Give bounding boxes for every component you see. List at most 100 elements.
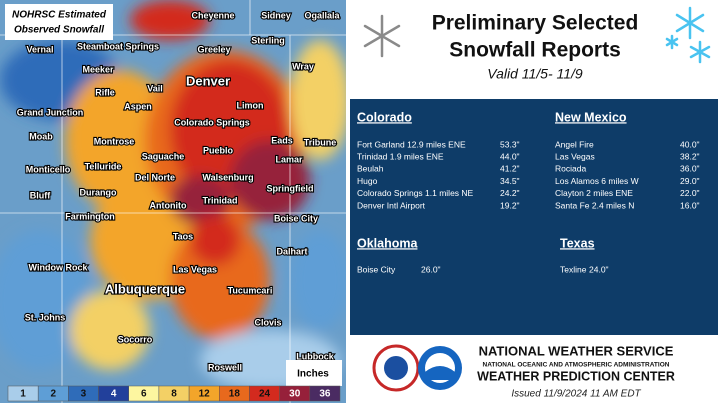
city-label: Aspen [124, 101, 152, 111]
city-label: Sidney [261, 10, 291, 20]
report-amount: 40.0" [680, 139, 700, 149]
city-label: Farmington [65, 211, 115, 221]
legend-label: 18 [229, 389, 241, 400]
snowflake-icon [665, 6, 711, 64]
report-amount: 24.0" [589, 264, 609, 274]
report-location: Trinidad 1.9 miles ENE [357, 151, 444, 161]
city-label: Socorro [118, 334, 153, 344]
report-location: Denver Intl Airport [357, 200, 426, 210]
state-heading: New Mexico [555, 110, 627, 124]
report-amount: 38.2" [680, 151, 700, 161]
city-label: Meeker [82, 64, 114, 74]
panel-title: Snowfall Reports [449, 39, 621, 62]
legend-label: 24 [259, 389, 271, 400]
report-location: Fort Garland 12.9 miles ENE [357, 139, 466, 149]
report-location: Angel Fire [555, 139, 594, 149]
report-amount: 26.0" [421, 264, 441, 274]
report-amount: 29.0" [680, 176, 700, 186]
report-location: Texline [560, 264, 587, 274]
legend-label: 3 [81, 389, 87, 400]
city-label: Lamar [275, 154, 303, 164]
city-label: Dalhart [276, 246, 307, 256]
panel-subtitle: Valid 11/5- 11/9 [487, 66, 583, 82]
legend-label: 30 [289, 389, 301, 400]
legend-unit: Inches [297, 369, 329, 380]
city-label: Albuquerque [105, 281, 185, 296]
issued: Issued 11/9/2024 11 AM EDT [511, 389, 641, 400]
legend-swatch [309, 385, 341, 402]
legend-label: 2 [50, 389, 56, 400]
report-amount: 19.2" [500, 200, 520, 210]
city-label: Antonito [150, 200, 187, 210]
city-label: Limon [237, 100, 264, 110]
state-heading: Colorado [357, 110, 412, 124]
legend-label: 4 [111, 389, 117, 400]
city-label: Moab [29, 131, 53, 141]
report-amount: 41.2" [500, 164, 520, 174]
report-location: Boise City [357, 264, 396, 274]
city-label: Colorado Springs [174, 117, 250, 127]
city-label: Trinidad [202, 195, 237, 205]
city-label: Bluff [30, 190, 51, 200]
city-label: Springfield [267, 183, 314, 193]
city-label: Tucumcari [228, 285, 273, 295]
legend-label: 36 [319, 389, 331, 400]
city-label: Lubbock [296, 351, 334, 361]
report-amount: 16.0" [680, 200, 700, 210]
city-label: Durango [80, 187, 118, 197]
city-label: Cheyenne [191, 10, 234, 20]
city-label: Sterling [251, 35, 285, 45]
snowflake-icon [363, 14, 401, 58]
report-location: Hugo [357, 176, 378, 186]
report-amount: 44.0" [500, 151, 520, 161]
city-label: Walsenburg [202, 172, 253, 182]
map-title-box [5, 4, 113, 40]
report-location: Los Alamos 6 miles W [555, 176, 639, 186]
state-heading: Texas [560, 236, 595, 250]
city-label: Pueblo [203, 145, 234, 155]
city-label: Saguache [142, 151, 185, 161]
report-amount: 22.0" [680, 188, 700, 198]
city-label: Telluride [85, 161, 122, 171]
legend-label: 8 [171, 389, 177, 400]
map-title: NOHRSC Estimated [12, 10, 107, 21]
snowfall-map [0, 0, 346, 403]
city-label: Window Rock [29, 262, 89, 272]
report-location: Rociada [555, 164, 586, 174]
city-label: Taos [173, 231, 193, 241]
state-heading: Oklahoma [357, 236, 418, 250]
map-title: Observed Snowfall [14, 25, 104, 36]
city-label: Las Vegas [173, 264, 217, 274]
city-label: St. Johns [25, 312, 66, 322]
legend-label: 6 [141, 389, 147, 400]
reports-box [350, 99, 718, 335]
report-amount: 24.2" [500, 188, 520, 198]
report-location: Colorado Springs 1.1 miles NE [357, 188, 474, 198]
city-label: Vail [147, 83, 163, 93]
legend-label: 12 [199, 389, 211, 400]
city-label: Clovis [254, 317, 281, 327]
agency: NATIONAL WEATHER SERVICE [479, 343, 674, 358]
city-label: Monticello [26, 164, 71, 174]
city-label: Rifle [95, 87, 115, 97]
city-label: Boise City [274, 213, 318, 223]
legend-unit-box [286, 360, 342, 386]
city-label: Eads [271, 135, 293, 145]
city-label: Roswell [208, 362, 242, 372]
city-label: Wray [292, 61, 314, 71]
city-label: Montrose [94, 136, 135, 146]
city-label: Denver [186, 73, 230, 88]
city-label: Steamboat Springs [77, 41, 159, 51]
city-label: Ogallala [304, 10, 340, 20]
city-label: Tribune [304, 137, 337, 147]
report-location: Clayton 2 miles ENE [555, 188, 633, 198]
panel-title: Preliminary Selected [432, 12, 639, 35]
report-location: Beulah [357, 164, 384, 174]
city-label: Greeley [197, 44, 230, 54]
city-label: Vernal [26, 44, 53, 54]
report-location: Las Vegas [555, 151, 595, 161]
agency-parent: NATIONAL OCEANIC AND ATMOSPHERIC ADMINIS… [483, 362, 670, 369]
city-label: Grand Junction [17, 107, 84, 117]
report-amount: 53.3" [500, 139, 520, 149]
